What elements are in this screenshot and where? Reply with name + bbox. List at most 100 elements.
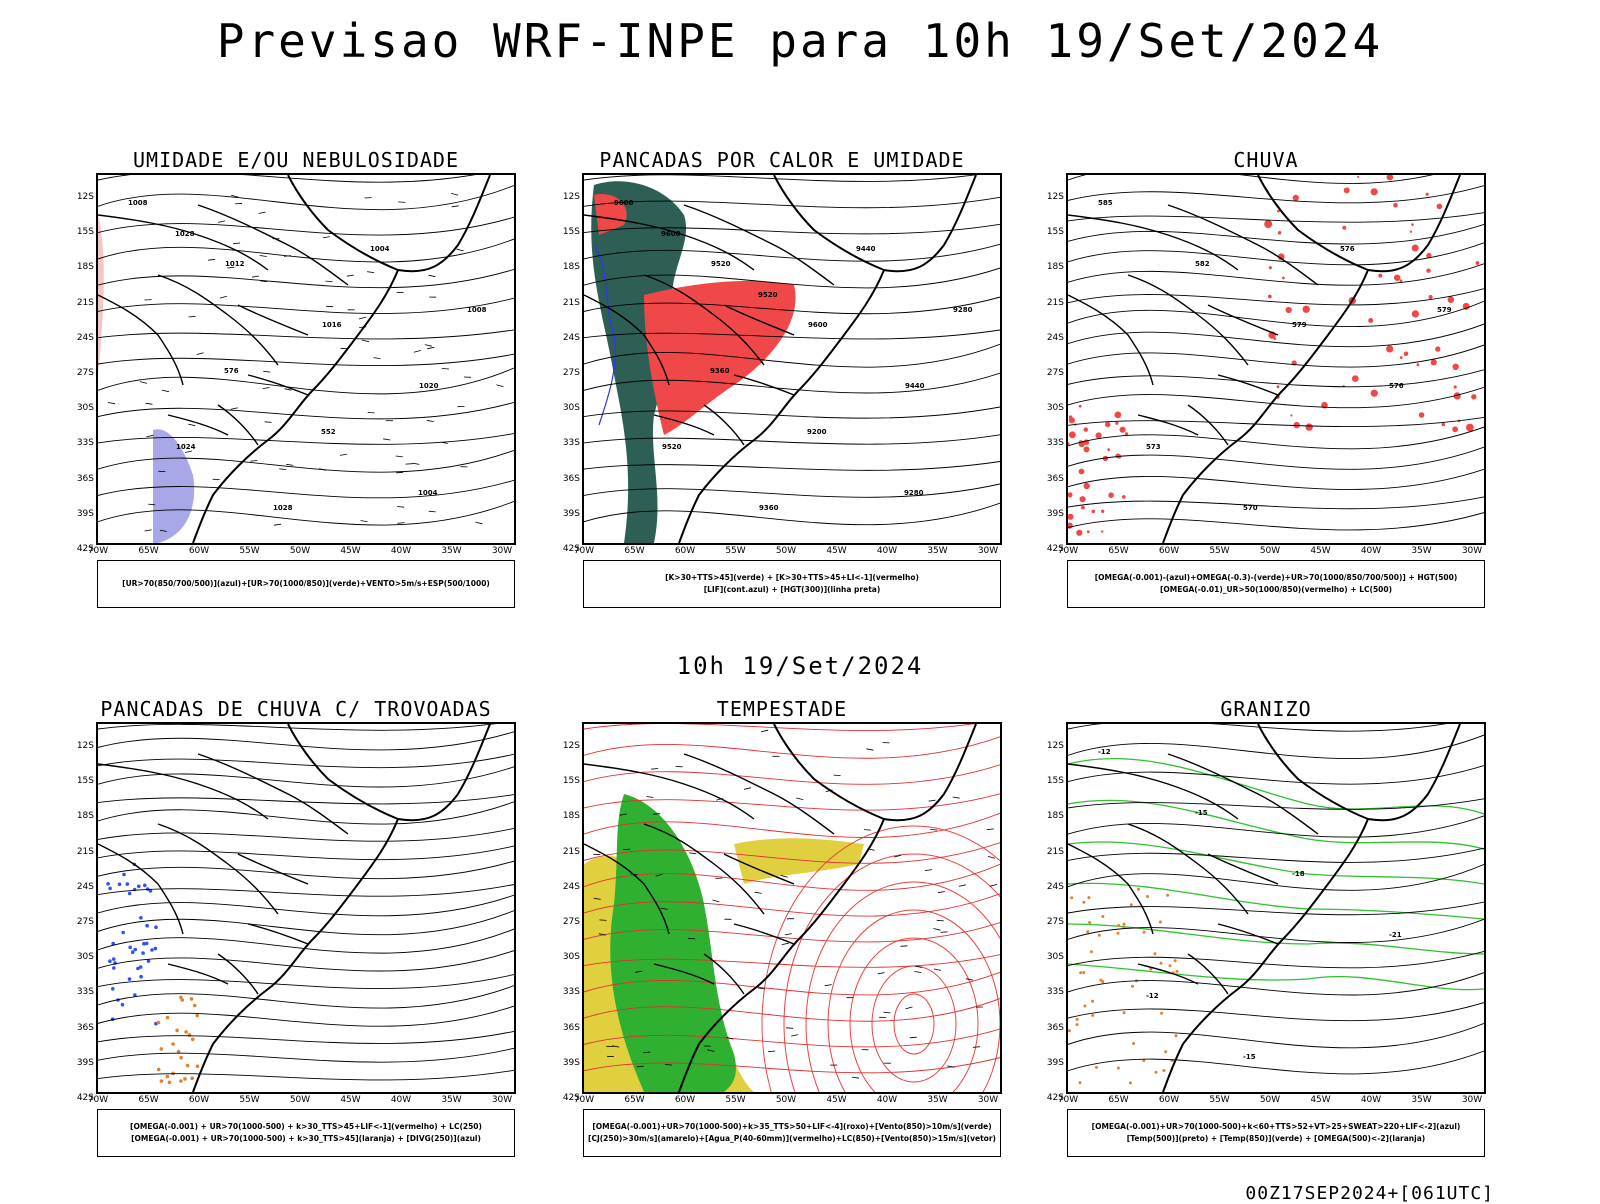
lat-tick-label: 42S bbox=[1046, 1093, 1064, 1103]
lat-tick-label: 36S bbox=[76, 473, 94, 484]
panel-title: PANCADAS POR CALOR E UMIDADE bbox=[599, 148, 965, 172]
contour-label: 9600 bbox=[808, 321, 828, 329]
lat-tick-label: 36S bbox=[1046, 473, 1064, 484]
lon-tick-label: 55W bbox=[1209, 1095, 1230, 1105]
lat-tick-label: 42S bbox=[562, 1093, 580, 1103]
lat-tick-label: 21S bbox=[1046, 846, 1064, 857]
lat-tick-label: 24S bbox=[76, 881, 94, 892]
lat-tick-label: 24S bbox=[562, 332, 580, 343]
lon-tick-label: 55W bbox=[239, 546, 260, 556]
lon-tick-label: 40W bbox=[390, 546, 412, 556]
lon-tick-label: 65W bbox=[1108, 1095, 1129, 1105]
panel-title: GRANIZO bbox=[1220, 697, 1312, 721]
contour-label: 582 bbox=[1195, 260, 1210, 268]
lat-tick-label: 27S bbox=[1046, 917, 1064, 927]
lon-tick-label: 70W bbox=[573, 1095, 595, 1105]
lat-tick-label: 15S bbox=[76, 776, 94, 787]
lon-tick-label: 55W bbox=[725, 546, 746, 556]
map-frame: 9600 9520 9600 9440 9520 9360 9440 9280 9360 9200… bbox=[582, 173, 1002, 545]
lon-tick-label: 40W bbox=[1360, 546, 1382, 556]
contour-label: 570 bbox=[1243, 504, 1258, 512]
lat-tick-label: 12S bbox=[562, 192, 580, 202]
lon-tick-label: 40W bbox=[876, 546, 898, 556]
lon-tick-label: 60W bbox=[1158, 1095, 1180, 1105]
lat-tick-label: 24S bbox=[76, 332, 94, 343]
lon-tick-label: 60W bbox=[674, 1095, 696, 1105]
lat-tick-label: 24S bbox=[1046, 332, 1064, 343]
contour-label: 1004 bbox=[418, 489, 438, 497]
lat-tick-label: 27S bbox=[76, 917, 94, 927]
contour-label: -21 bbox=[1389, 931, 1402, 939]
lon-tick-label: 50W bbox=[775, 1095, 797, 1105]
lon-tick-label: 50W bbox=[775, 546, 797, 556]
lon-tick-label: 35W bbox=[441, 546, 462, 556]
map-panel-3: CHUVA 585 582 579 576 573 570 576 579 12S 15S 18S… bbox=[1046, 148, 1486, 618]
contour-label: -18 bbox=[1292, 870, 1305, 878]
lat-tick-label: 15S bbox=[562, 227, 580, 238]
lat-tick-label: 12S bbox=[1046, 192, 1064, 202]
legend-line: [OMEGA(-0.001)-(azul)+OMEGA(-0.3)-(verde… bbox=[1094, 573, 1458, 582]
contour-label: 576 bbox=[1340, 245, 1355, 253]
legend-line: [LIF](cont.azul) + [HGT(300)](linha pret… bbox=[703, 585, 881, 594]
lat-tick-label: 33S bbox=[1046, 438, 1064, 449]
lat-tick-label: 27S bbox=[1046, 368, 1064, 378]
contour-label: 573 bbox=[1146, 443, 1161, 451]
map-frame: 585 582 579 576 573 570 576 579 bbox=[1066, 173, 1486, 545]
lon-tick-label: 45W bbox=[340, 1095, 361, 1105]
lat-tick-label: 21S bbox=[76, 846, 94, 857]
map-canvas: 1008 1012 1016 1020 1024 1028 1004 1008 576 552 10… bbox=[98, 175, 514, 543]
panel-legend: [OMEGA(-0.001)-(azul)+OMEGA(-0.3)-(verde… bbox=[1067, 560, 1485, 608]
lon-tick-label: 50W bbox=[1259, 1095, 1281, 1105]
lon-tick-label: 30W bbox=[491, 546, 513, 556]
middle-date-label: 10h 19/Set/2024 bbox=[676, 652, 924, 680]
map-panel-6: GRANIZO -12 -15 -18 -21 -12 -15 12S 15S 18S 21S 2… bbox=[1046, 697, 1486, 1167]
contour-label: 1024 bbox=[176, 443, 196, 451]
lon-tick-label: 35W bbox=[441, 1095, 462, 1105]
lat-tick-label: 33S bbox=[76, 987, 94, 998]
contour-label: 579 bbox=[1437, 306, 1452, 314]
contour-label: -15 bbox=[1243, 1053, 1256, 1061]
lat-tick-label: 24S bbox=[562, 881, 580, 892]
map-frame bbox=[96, 722, 516, 1094]
lat-tick-label: 27S bbox=[562, 368, 580, 378]
panel-legend: [OMEGA(-0.001) + UR>70(1000-500) + k>30_… bbox=[97, 1109, 515, 1157]
lon-tick-label: 55W bbox=[239, 1095, 260, 1105]
lon-tick-label: 65W bbox=[1108, 546, 1129, 556]
lat-tick-label: 21S bbox=[562, 846, 580, 857]
contour-label: 9520 bbox=[758, 291, 778, 299]
contour-label: 1028 bbox=[273, 504, 293, 512]
lat-tick-label: 39S bbox=[1046, 508, 1064, 519]
lat-tick-label: 33S bbox=[562, 987, 580, 998]
contour-label: 1008 bbox=[128, 199, 148, 207]
lat-tick-label: 18S bbox=[562, 811, 580, 822]
lon-tick-label: 55W bbox=[1209, 546, 1230, 556]
panel-legend: [UR>70(850/700/500)](azul)+[UR>70(1000/8… bbox=[97, 560, 515, 608]
lon-tick-label: 40W bbox=[876, 1095, 898, 1105]
legend-line: [OMEGA(-0.01)_UR>50(1000/850)(vermelho) … bbox=[1159, 585, 1393, 594]
panel-title: CHUVA bbox=[1233, 148, 1299, 172]
lat-tick-label: 39S bbox=[562, 1057, 580, 1068]
contour-label: 9280 bbox=[904, 489, 924, 497]
run-timestamp: 00Z17SEP2024+[061UTC] bbox=[1245, 1183, 1494, 1204]
contour-label: 9520 bbox=[662, 443, 682, 451]
map-frame: -12 -15 -18 -21 -12 -15 bbox=[1066, 722, 1486, 1094]
lon-tick-label: 45W bbox=[826, 546, 847, 556]
contour-label: 9440 bbox=[905, 382, 925, 390]
lon-tick-label: 60W bbox=[674, 546, 696, 556]
contour-label: 1004 bbox=[370, 245, 390, 253]
lat-tick-label: 33S bbox=[1046, 987, 1064, 998]
lon-tick-label: 45W bbox=[340, 546, 361, 556]
lat-tick-label: 30S bbox=[1046, 403, 1064, 414]
lat-tick-label: 33S bbox=[76, 438, 94, 449]
lat-tick-label: 24S bbox=[1046, 881, 1064, 892]
panel-title: TEMPESTADE bbox=[716, 697, 848, 721]
lat-tick-label: 33S bbox=[562, 438, 580, 449]
map-canvas: 585 582 579 576 573 570 576 579 bbox=[1068, 175, 1484, 543]
contour-label: 9360 bbox=[759, 504, 779, 512]
legend-line: [OMEGA(-0.001)+UR>70(1000-500)+k<60+TTS>… bbox=[1091, 1122, 1461, 1131]
lat-tick-label: 15S bbox=[562, 776, 580, 787]
lon-tick-label: 70W bbox=[1057, 546, 1079, 556]
lon-tick-label: 35W bbox=[1411, 546, 1432, 556]
lon-tick-label: 30W bbox=[977, 1095, 999, 1105]
lon-tick-label: 70W bbox=[87, 546, 109, 556]
